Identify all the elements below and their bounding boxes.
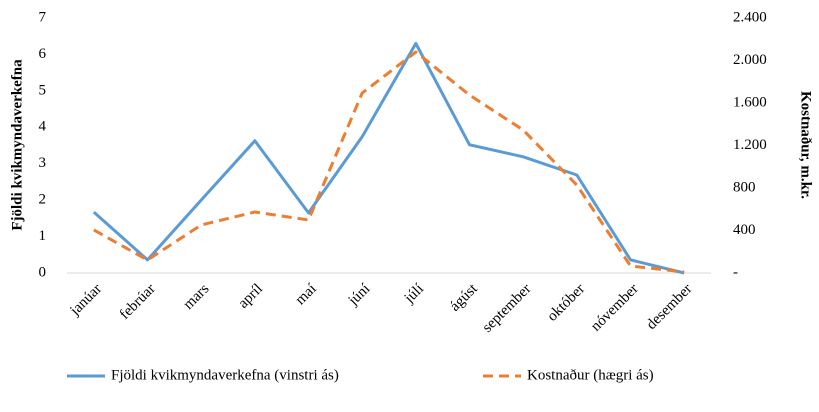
- x-tick-label: desember: [643, 281, 695, 333]
- y2-tick-label: 1.600: [733, 94, 767, 110]
- y2-tick-label: 2.400: [733, 9, 767, 25]
- y-tick-label: 6: [39, 46, 47, 62]
- x-tick-label: mars: [180, 281, 212, 313]
- y2-tick-label: 2.000: [733, 52, 767, 68]
- x-tick-label: maí: [293, 281, 320, 308]
- y-tick-label: 3: [39, 155, 47, 171]
- y-tick-label: 2: [39, 192, 47, 208]
- y-tick-label: 1: [39, 228, 47, 244]
- y-tick-label: 5: [39, 82, 47, 98]
- legend-label: Fjöldi kvikmyndaverkefna (vinstri ás): [111, 367, 339, 383]
- x-tick-label: september: [480, 281, 535, 336]
- x-tick-label: október: [544, 281, 588, 325]
- y-tick-label: 4: [39, 119, 47, 135]
- y-tick-label: 7: [39, 9, 47, 25]
- x-tick-label: janúar: [67, 281, 106, 320]
- y-tick-label: 0: [39, 264, 47, 280]
- legend-label: Kostnaður (hægri ás): [527, 367, 654, 383]
- series-line: [93, 50, 685, 274]
- x-tick-label: apríl: [235, 281, 266, 312]
- y2-axis-label: Kostnaður, m.kr.: [798, 91, 814, 199]
- x-tick-label: júní: [345, 281, 374, 310]
- y2-tick-label: -: [733, 264, 738, 280]
- y2-tick-label: 1.200: [733, 137, 767, 153]
- series-line: [92, 42, 685, 275]
- x-tick-label: febrúar: [117, 281, 159, 323]
- y-axis-label: Fjöldi kvikmyndaverkefna: [9, 59, 25, 231]
- x-tick-label: ágúst: [447, 280, 481, 314]
- y2-tick-label: 400: [733, 222, 756, 238]
- y2-tick-label: 800: [733, 179, 756, 195]
- x-tick-label: júlí: [401, 281, 427, 307]
- x-tick-label: nóvember: [588, 281, 642, 335]
